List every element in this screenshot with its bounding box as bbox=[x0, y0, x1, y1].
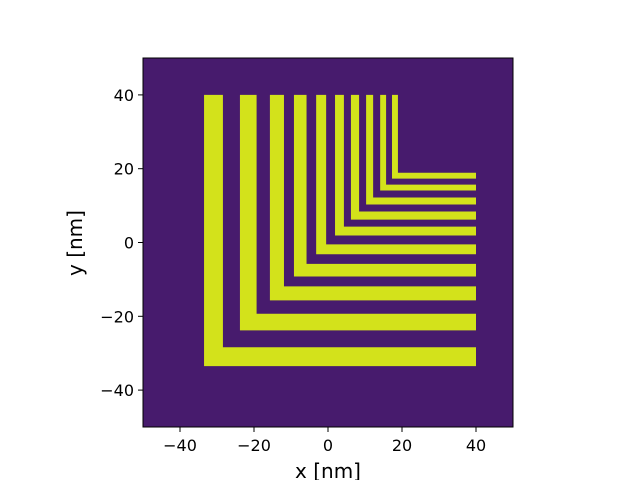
x-axis-label: x [nm] bbox=[295, 459, 361, 480]
y-tick-label: 0 bbox=[124, 234, 134, 253]
y-tick-label: 20 bbox=[114, 160, 134, 179]
x-tick-label: 20 bbox=[392, 436, 412, 455]
y-tick-label: −20 bbox=[100, 307, 134, 326]
x-tick-label: −40 bbox=[163, 436, 197, 455]
y-tick-label: −40 bbox=[100, 381, 134, 400]
x-tick-label: −20 bbox=[237, 436, 271, 455]
y-axis-label: y [nm] bbox=[63, 210, 87, 276]
x-tick-label: 40 bbox=[466, 436, 486, 455]
x-tick-label: 0 bbox=[323, 436, 333, 455]
image-background bbox=[143, 58, 513, 427]
y-tick-label: 40 bbox=[114, 86, 134, 105]
